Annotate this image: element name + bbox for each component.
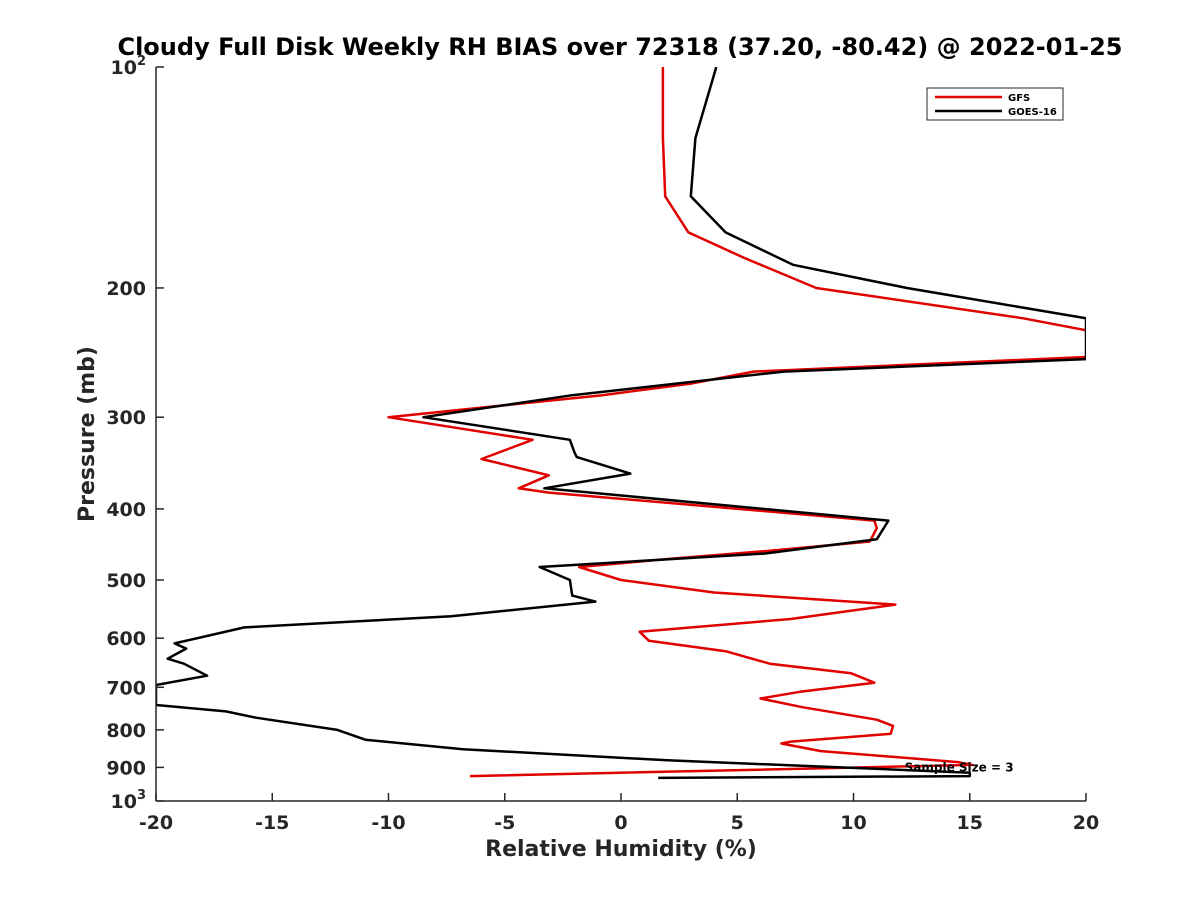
x-tick-label: -5 [494,812,515,834]
y-tick-label: 800 [106,720,146,742]
x-tick-label: 5 [731,812,744,834]
x-tick-label: -15 [255,812,289,834]
y-axis-label: Pressure (mb) [75,346,100,522]
legend: GFS GOES-16 [926,87,1064,121]
y-tick-label: 300 [106,407,146,429]
x-tick-label: 20 [1073,812,1099,834]
legend-gfs-label: GFS [1008,93,1030,104]
y-tick-label: 600 [106,628,146,650]
sample-size-annotation: Sample Size = 3 [905,760,1014,774]
legend-goes16-label: GOES-16 [1008,107,1057,118]
series-layer [156,67,1086,780]
x-tick-label: -10 [371,812,405,834]
x-tick-label: -20 [139,812,173,834]
x-axis-ticks: -20 -15 -10 -5 0 5 10 15 20 [139,793,1099,834]
x-tick-label: 10 [840,812,866,834]
y-tick-label: 200 [106,278,146,300]
plot-area [155,67,1086,802]
legend-box [926,87,1064,121]
x-tick-label: 15 [957,812,983,834]
y-tick-label: 400 [106,499,146,521]
y-tick-label: 103 [111,788,147,813]
y-tick-label: 700 [106,677,146,699]
x-tick-label: 0 [614,812,627,834]
x-axis-label: Relative Humidity (%) [485,837,757,862]
y-tick-label: 102 [111,54,147,79]
y-tick-label: 900 [106,757,146,779]
y-axis-ticks: 102 200 300 400 500 600 700 800 900 103 [106,54,164,813]
chart-title: Cloudy Full Disk Weekly RH BIAS over 723… [117,33,1122,61]
y-tick-label: 500 [106,570,146,592]
axes-background [156,67,1086,801]
series-line-goes16 [156,67,1086,780]
